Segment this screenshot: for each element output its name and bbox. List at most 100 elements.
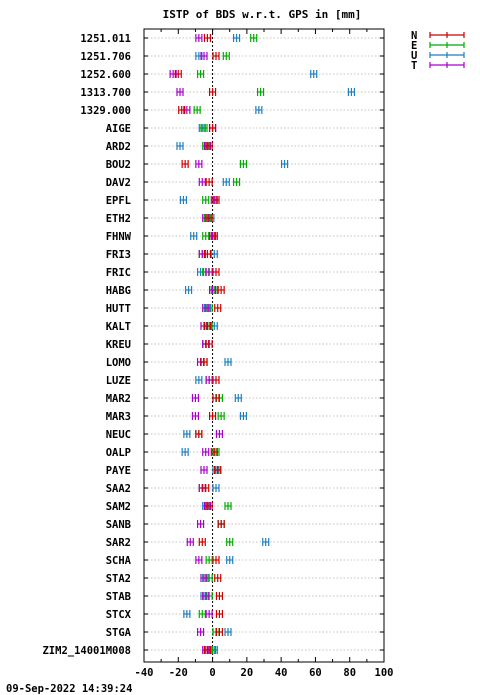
marker-T-HABG bbox=[208, 286, 217, 294]
chart-title: ISTP of BDS w.r.t. GPS in [mm] bbox=[163, 8, 362, 21]
marker-E-1251.706 bbox=[222, 52, 230, 60]
station-label: ZIM2_14001M008 bbox=[42, 645, 131, 657]
marker-N-ARD2 bbox=[205, 142, 213, 150]
marker-E-FHNW bbox=[202, 232, 210, 240]
station-label: STA2 bbox=[106, 573, 131, 585]
station-label: HUTT bbox=[106, 303, 131, 315]
marker-N-1251.706 bbox=[212, 52, 220, 60]
marker-U-EPFL bbox=[179, 196, 188, 204]
marker-T-LUZE bbox=[205, 376, 213, 384]
station-label: ARD2 bbox=[106, 141, 131, 153]
x-tick-label: -40 bbox=[135, 667, 154, 679]
marker-N-STA2 bbox=[214, 574, 222, 582]
marker-N-OALP bbox=[210, 448, 218, 456]
station-label: BOU2 bbox=[106, 159, 131, 171]
marker-T-NEUC bbox=[215, 430, 224, 438]
marker-T-STCX bbox=[205, 610, 213, 618]
marker-U-FHNW bbox=[190, 232, 198, 240]
footer-timestamp: 09-Sep-2022 14:39:24 bbox=[6, 683, 132, 695]
marker-T-MAR3 bbox=[191, 412, 200, 420]
marker-U-OALP bbox=[181, 448, 189, 456]
marker-E-1252.600 bbox=[196, 70, 205, 78]
marker-N-STGA bbox=[215, 628, 224, 636]
marker-N-LOMO bbox=[200, 358, 208, 366]
marker-T-SAR2 bbox=[186, 538, 194, 546]
marker-U-1252.600 bbox=[310, 70, 318, 78]
marker-E-SAR2 bbox=[226, 538, 234, 546]
marker-E-1313.700 bbox=[256, 88, 265, 96]
marker-U-MAR2 bbox=[234, 394, 242, 402]
station-label: SAR2 bbox=[106, 537, 131, 549]
station-label: EPFL bbox=[106, 195, 131, 207]
station-label: SANB bbox=[106, 519, 131, 531]
marker-N-SAR2 bbox=[198, 538, 206, 546]
marker-U-HABG bbox=[184, 286, 193, 294]
marker-E-SAM2 bbox=[224, 502, 232, 510]
marker-T-HUTT bbox=[202, 304, 210, 312]
marker-N-KREU bbox=[205, 340, 213, 348]
station-label: LOMO bbox=[106, 357, 131, 369]
marker-N-1252.600 bbox=[174, 70, 182, 78]
station-label: SAM2 bbox=[106, 501, 131, 513]
station-label: 1251.706 bbox=[80, 51, 131, 63]
station-label: FRI3 bbox=[106, 249, 131, 261]
marker-U-SAR2 bbox=[262, 538, 270, 546]
marker-U-BOU2 bbox=[280, 160, 289, 168]
station-label: 1252.600 bbox=[80, 69, 131, 81]
marker-T-STGA bbox=[196, 628, 205, 636]
marker-U-SCHA bbox=[226, 556, 234, 564]
legend-label-E: E bbox=[411, 40, 417, 52]
data-marks bbox=[169, 34, 356, 654]
marker-U-STGA bbox=[224, 628, 232, 636]
station-label: PAYE bbox=[106, 465, 131, 477]
marker-E-DAV2 bbox=[232, 178, 241, 186]
marker-N-SAA2 bbox=[202, 484, 210, 492]
marker-N-KALT bbox=[203, 322, 212, 330]
marker-N-AIGE bbox=[208, 124, 217, 132]
marker-N-PAYE bbox=[214, 466, 222, 474]
station-label: ETH2 bbox=[106, 213, 131, 225]
marker-U-1313.700 bbox=[347, 88, 356, 96]
station-label: FRIC bbox=[106, 267, 131, 279]
marker-N-STCX bbox=[215, 610, 224, 618]
station-label: SCHA bbox=[106, 555, 132, 567]
marker-U-MAR3 bbox=[239, 412, 248, 420]
legend-label-T: T bbox=[411, 60, 417, 72]
station-label: LUZE bbox=[106, 375, 131, 387]
marker-N-FRI3 bbox=[203, 250, 212, 258]
station-label: STAB bbox=[106, 591, 131, 603]
legend-label-U: U bbox=[411, 50, 417, 62]
station-label: KREU bbox=[106, 339, 131, 351]
marker-N-NEUC bbox=[195, 430, 203, 438]
marker-U-SAA2 bbox=[212, 484, 220, 492]
marker-U-ARD2 bbox=[176, 142, 184, 150]
plot-frame bbox=[143, 28, 385, 663]
station-label: 1313.700 bbox=[80, 87, 131, 99]
marker-N-FHNW bbox=[210, 232, 218, 240]
marker-E-BOU2 bbox=[239, 160, 248, 168]
station-label: STCX bbox=[106, 609, 132, 621]
station-labels: 1251.011 1251.706 1252.600 1313.700 1329.000… bbox=[42, 33, 131, 657]
marker-N-SCHA bbox=[212, 556, 220, 564]
station-label: 1329.000 bbox=[80, 105, 131, 117]
marker-E-STCX bbox=[198, 610, 206, 618]
marker-E-1329.000 bbox=[193, 106, 201, 114]
x-tick-label: 0 bbox=[209, 667, 215, 679]
marker-U-LUZE bbox=[195, 376, 203, 384]
marker-T-1251.706 bbox=[200, 52, 208, 60]
x-tick-label: 80 bbox=[343, 667, 356, 679]
marker-U-1251.011 bbox=[232, 34, 241, 42]
marker-N-LUZE bbox=[212, 376, 220, 384]
marker-U-1329.000 bbox=[255, 106, 263, 114]
x-tick-label: 60 bbox=[309, 667, 322, 679]
marker-U-NEUC bbox=[183, 430, 191, 438]
marker-T-1251.011 bbox=[195, 34, 203, 42]
station-label: MAR2 bbox=[106, 393, 131, 405]
station-label: DAV2 bbox=[106, 177, 131, 189]
marker-E-EPFL bbox=[202, 196, 210, 204]
station-label: NEUC bbox=[106, 429, 131, 441]
marker-E-1251.011 bbox=[250, 34, 258, 42]
marker-N-SAM2 bbox=[205, 502, 213, 510]
